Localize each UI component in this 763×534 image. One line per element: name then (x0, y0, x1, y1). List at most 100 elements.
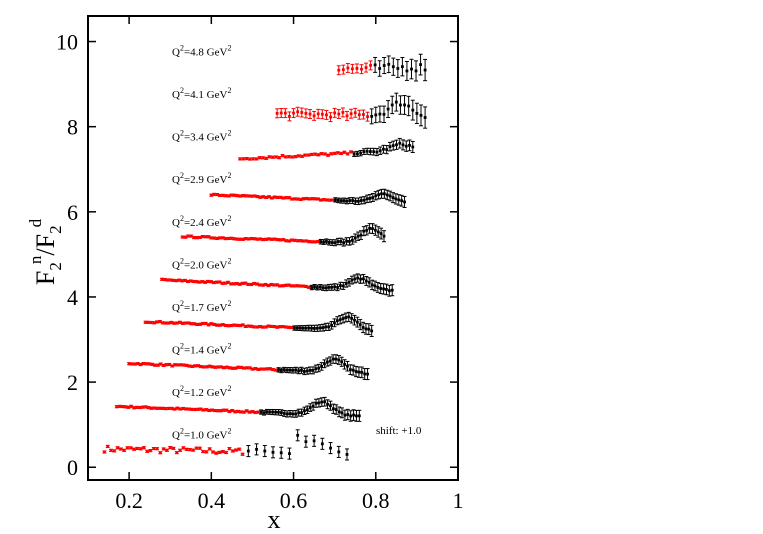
data-point (128, 446, 133, 450)
marker (336, 285, 339, 289)
data-point (105, 444, 110, 448)
data-point (218, 409, 223, 413)
marker (304, 239, 308, 243)
data-point (319, 362, 324, 371)
marker (169, 278, 173, 282)
data-point (264, 156, 269, 160)
data-point (175, 406, 180, 410)
marker (300, 411, 303, 415)
data-point (391, 140, 396, 151)
data-point (318, 284, 323, 291)
marker (144, 320, 147, 324)
data-point (273, 155, 278, 159)
marker (258, 325, 262, 328)
marker (345, 199, 349, 203)
marker (367, 327, 371, 331)
marker (238, 324, 242, 327)
marker (349, 414, 353, 418)
data-point (290, 410, 295, 418)
marker (292, 284, 296, 288)
marker (408, 143, 411, 147)
marker (333, 151, 336, 155)
marker (318, 285, 322, 289)
marker (283, 111, 287, 115)
marker (185, 364, 188, 367)
data-point (157, 319, 162, 324)
marker (259, 410, 263, 414)
data-point (364, 276, 369, 286)
marker (302, 370, 306, 373)
data-point (220, 450, 225, 454)
data-point (178, 407, 183, 411)
data-point (315, 240, 320, 244)
y-tick-label: 2 (67, 370, 78, 395)
marker (385, 288, 388, 291)
marker (337, 450, 341, 454)
data-point (328, 400, 333, 411)
marker (163, 278, 167, 281)
marker (239, 410, 243, 414)
y-tick-label: 6 (67, 200, 78, 225)
marker (331, 407, 335, 411)
marker (304, 326, 308, 330)
marker (181, 321, 185, 325)
marker (224, 194, 228, 198)
marker (385, 148, 389, 152)
marker (370, 114, 374, 118)
marker (274, 410, 277, 414)
marker (195, 236, 199, 240)
marker (387, 289, 391, 293)
data-point (276, 367, 281, 373)
marker (351, 67, 354, 71)
marker (247, 237, 251, 241)
data-point (250, 410, 255, 414)
y-title-base2: F (31, 234, 60, 248)
marker (390, 288, 394, 292)
marker (379, 287, 383, 290)
marker (373, 228, 377, 232)
marker (147, 362, 151, 366)
marker (204, 235, 207, 239)
data-point (267, 195, 272, 199)
marker (231, 366, 234, 370)
data-point (138, 362, 143, 367)
marker (313, 197, 317, 201)
marker (367, 280, 371, 284)
marker (119, 447, 123, 451)
series-label: Q2=4.1 GeV2 (172, 86, 231, 101)
marker (147, 406, 150, 410)
data-point (175, 321, 180, 325)
marker (349, 112, 353, 116)
data-point (169, 320, 174, 325)
marker (336, 198, 340, 202)
marker (132, 447, 136, 451)
marker (168, 446, 172, 449)
marker (226, 280, 230, 284)
data-point (355, 316, 360, 328)
data-point (379, 227, 384, 240)
data-point (340, 407, 345, 419)
marker (357, 370, 361, 374)
marker (334, 357, 338, 361)
marker (198, 446, 202, 450)
marker (261, 238, 265, 241)
y-title-sup2: d (26, 218, 45, 227)
data-point (115, 446, 120, 450)
data-point (369, 108, 374, 125)
marker (218, 236, 222, 240)
marker (246, 449, 250, 453)
data-point (109, 448, 114, 452)
marker (298, 284, 302, 288)
data-point (312, 283, 317, 290)
marker (324, 286, 328, 290)
marker (294, 368, 298, 372)
plot-border (87, 15, 459, 481)
data-point (275, 108, 280, 119)
marker (206, 280, 210, 283)
marker (241, 323, 245, 327)
marker (152, 321, 156, 325)
marker (370, 283, 374, 287)
marker (342, 199, 346, 203)
marker (218, 194, 222, 197)
marker (348, 240, 351, 243)
